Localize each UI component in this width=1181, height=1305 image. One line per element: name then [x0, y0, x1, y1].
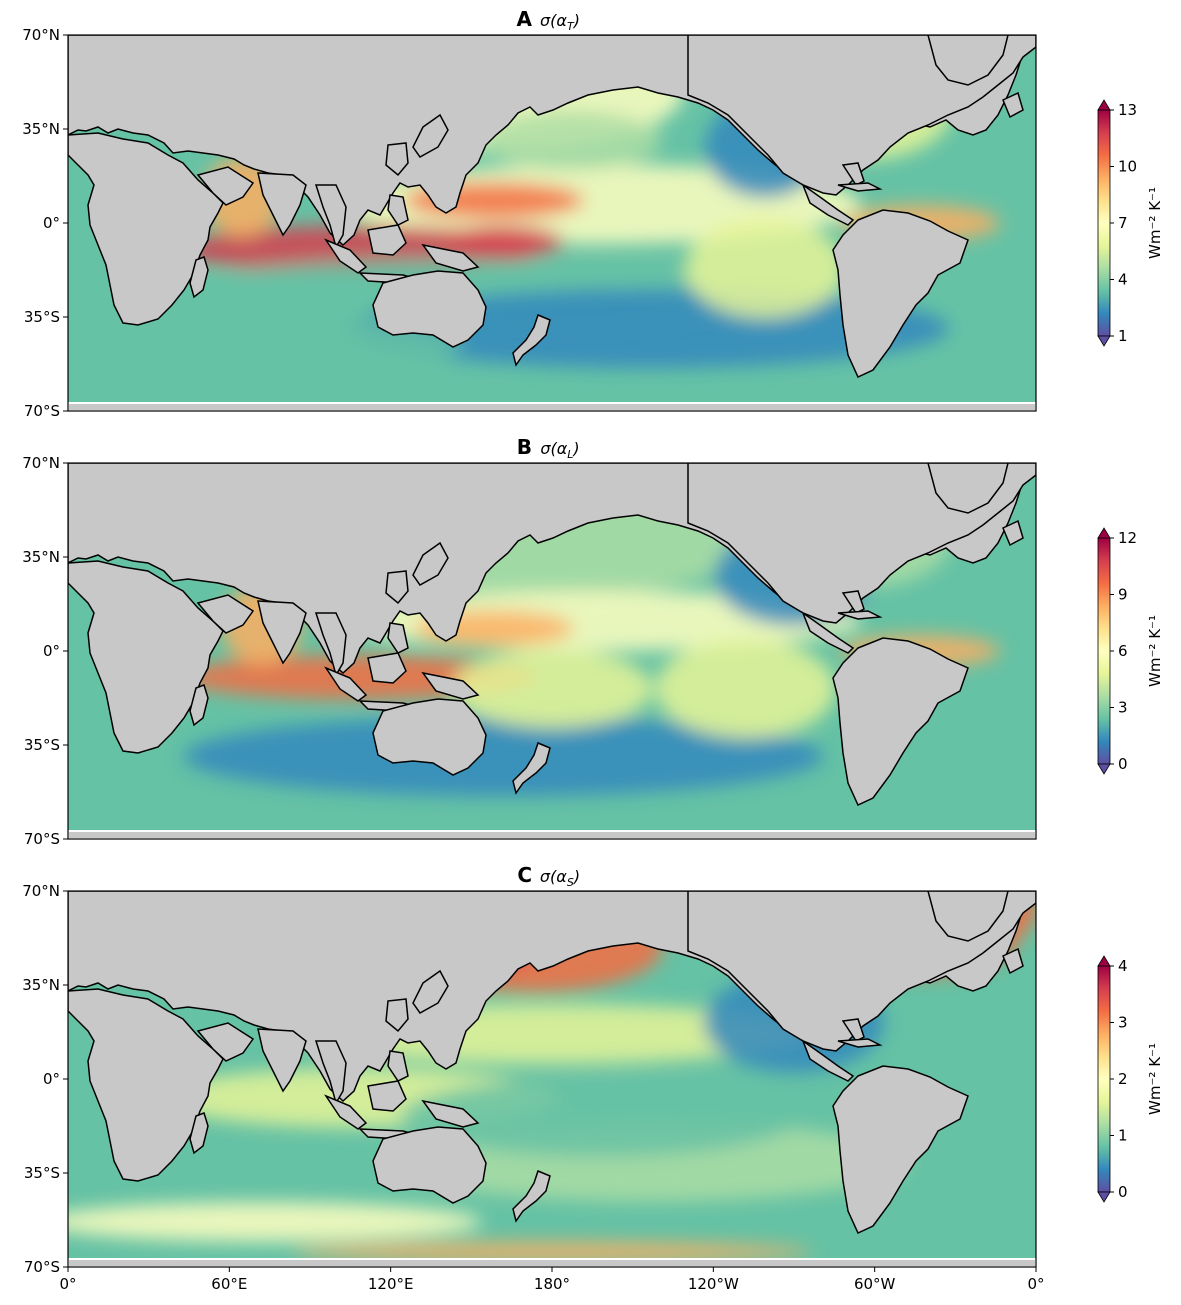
lat-tick-label: 0° — [43, 642, 60, 660]
map-area — [68, 463, 1036, 839]
colorbar-gradient — [1097, 109, 1111, 337]
colorbar-tick-label: 0 — [1118, 755, 1128, 773]
antarctic-edge — [68, 1258, 1036, 1267]
field-blob — [655, 638, 836, 739]
colorbar-gradient — [1097, 965, 1111, 1193]
lon-tick-label: 0° — [1027, 1275, 1044, 1293]
colorbar-tick-label: 12 — [1118, 529, 1137, 547]
lon-tick-label: 60°E — [211, 1275, 247, 1293]
lon-tick-label: 120°E — [368, 1275, 414, 1293]
colorbar-tick-label: 1 — [1118, 1127, 1128, 1145]
colorbar-tick-label: 7 — [1118, 214, 1128, 232]
lon-tick-label: 180° — [534, 1275, 570, 1293]
panel-letter: A — [517, 7, 533, 31]
lon-tick-label: 0° — [59, 1275, 76, 1293]
lon-tick-label: 120°W — [688, 1275, 739, 1293]
colorbar-tick-label: 0 — [1118, 1183, 1128, 1201]
colorbar-min-extend — [1097, 335, 1111, 347]
panel-title: σ(αT) — [540, 11, 580, 33]
colorbar-min-extend — [1097, 1191, 1111, 1203]
antarctic-edge — [68, 402, 1036, 411]
colorbar-tick-label: 1 — [1118, 327, 1128, 345]
lat-tick-label: 35°S — [24, 308, 60, 326]
lat-tick-label: 0° — [43, 214, 60, 232]
field-blob — [452, 648, 652, 729]
panel-title: σ(αL) — [540, 439, 579, 461]
antarctic-edge — [68, 830, 1036, 839]
lat-tick-label: 0° — [43, 1070, 60, 1088]
colorbar-tick-label: 9 — [1118, 586, 1128, 604]
field-blob — [183, 716, 824, 797]
lat-tick-label: 70°N — [22, 882, 60, 900]
lat-tick-label: 70°S — [24, 1258, 60, 1276]
colorbar-tick-label: 6 — [1118, 642, 1128, 660]
lat-tick-label: 70°S — [24, 402, 60, 420]
lat-tick-label: 35°N — [22, 976, 60, 994]
lat-tick-label: 35°N — [22, 120, 60, 138]
colorbar: 1 4 7 10 13 Wm⁻² K⁻¹ — [1097, 99, 1164, 347]
map-area — [68, 35, 1036, 411]
colorbar-tick-label: 2 — [1118, 1070, 1128, 1088]
panel-letter: B — [517, 435, 532, 459]
lat-tick-label: 35°S — [24, 736, 60, 754]
colorbar: 0 1 2 3 4 Wm⁻² K⁻¹ — [1097, 955, 1164, 1203]
field-blob — [443, 225, 564, 258]
colorbar-min-extend — [1097, 763, 1111, 775]
colorbar-max-extend — [1097, 955, 1111, 967]
lat-tick-label: 35°S — [24, 1164, 60, 1182]
map-area — [68, 891, 1036, 1267]
colorbar-tick-label: 4 — [1118, 957, 1128, 975]
colorbar-tick-label: 13 — [1118, 101, 1137, 119]
lat-tick-label: 70°S — [24, 830, 60, 848]
lat-tick-label: 70°N — [22, 26, 60, 44]
colorbar: 0 3 6 9 12 Wm⁻² K⁻¹ — [1097, 527, 1164, 775]
colorbar-tick-label: 4 — [1118, 271, 1128, 289]
colorbar-label: Wm⁻² K⁻¹ — [1146, 187, 1164, 259]
colorbar-max-extend — [1097, 527, 1111, 539]
colorbar-gradient — [1097, 537, 1111, 765]
field-blob — [400, 1076, 801, 1157]
colorbar-label: Wm⁻² K⁻¹ — [1146, 615, 1164, 687]
panel-letter: C — [517, 863, 532, 887]
colorbar-max-extend — [1097, 99, 1111, 111]
field-blob — [481, 110, 662, 171]
lat-tick-label: 35°N — [22, 548, 60, 566]
colorbar-tick-label: 10 — [1118, 158, 1137, 176]
lat-tick-label: 70°N — [22, 454, 60, 472]
field-blob — [68, 1201, 482, 1242]
colorbar-tick-label: 3 — [1118, 1014, 1128, 1032]
field-blob — [68, 313, 462, 374]
lon-tick-label: 60°W — [854, 1275, 896, 1293]
field-blob — [684, 218, 845, 319]
panel-title: σ(αS) — [540, 867, 580, 889]
field-blob — [292, 1241, 812, 1262]
colorbar-tick-label: 3 — [1118, 699, 1128, 717]
colorbar-label: Wm⁻² K⁻¹ — [1146, 1043, 1164, 1115]
